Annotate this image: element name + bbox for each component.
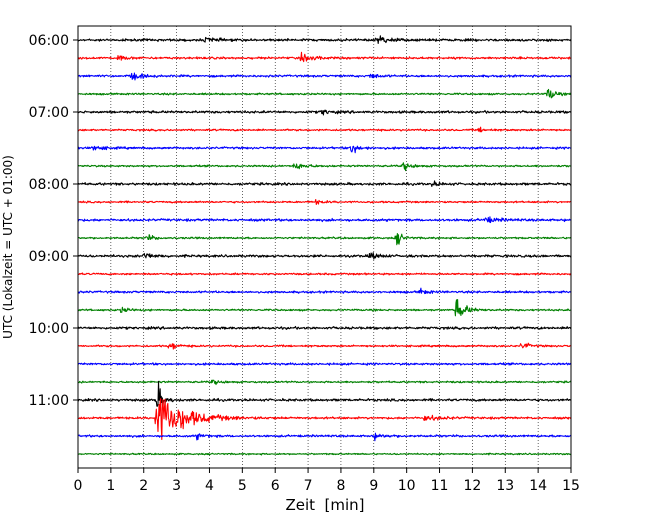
trace-0800 bbox=[77, 180, 572, 187]
y-tick-label-0: 06:00 bbox=[29, 33, 69, 49]
y-axis-label: UTC (Lokalzeit = UTC + 01:00) bbox=[1, 155, 15, 339]
trace-group bbox=[77, 35, 572, 456]
x-tick-label-13: 13 bbox=[496, 478, 514, 494]
trace-0715 bbox=[77, 126, 572, 133]
trace-0915 bbox=[77, 272, 572, 276]
x-tick-label-5: 5 bbox=[238, 478, 247, 494]
y-tick-label-5: 11:00 bbox=[29, 393, 69, 409]
x-tick-label-14: 14 bbox=[529, 478, 547, 494]
y-tick-label-4: 10:00 bbox=[29, 321, 69, 337]
trace-1000 bbox=[77, 325, 572, 331]
x-tick-label-10: 10 bbox=[398, 478, 416, 494]
plot-frame bbox=[77, 25, 572, 469]
trace-0700 bbox=[77, 109, 572, 116]
x-tick-label-4: 4 bbox=[205, 478, 214, 494]
x-axis-ticks: 0 1 2 3 4 5 6 7 8 9 10 11 12 13 14 15 bbox=[74, 468, 580, 494]
trace-1015 bbox=[77, 342, 572, 350]
x-tick-label-8: 8 bbox=[336, 478, 345, 494]
x-tick-label-1: 1 bbox=[106, 478, 115, 494]
x-tick-label-12: 12 bbox=[463, 478, 481, 494]
trace-0745 bbox=[77, 162, 572, 172]
trace-1045 bbox=[77, 379, 572, 386]
x-tick-label-7: 7 bbox=[304, 478, 313, 494]
trace-0645 bbox=[77, 88, 571, 99]
trace-0615 bbox=[77, 51, 572, 63]
y-tick-label-1: 07:00 bbox=[29, 105, 69, 121]
trace-1115 bbox=[77, 398, 572, 441]
x-tick-label-3: 3 bbox=[172, 478, 181, 494]
trace-1145 bbox=[77, 452, 572, 456]
y-tick-label-3: 09:00 bbox=[29, 249, 69, 265]
x-tick-label-9: 9 bbox=[369, 478, 378, 494]
trace-1130 bbox=[77, 432, 572, 442]
x-tick-label-15: 15 bbox=[562, 478, 580, 494]
x-tick-label-0: 0 bbox=[74, 478, 83, 494]
trace-0830 bbox=[77, 216, 572, 224]
x-tick-label-2: 2 bbox=[139, 478, 148, 494]
trace-1030 bbox=[77, 362, 572, 366]
trace-0930 bbox=[77, 287, 572, 295]
trace-0815 bbox=[77, 199, 572, 205]
trace-0845 bbox=[77, 233, 572, 246]
x-axis-label: Zeit [min] bbox=[285, 496, 364, 514]
trace-0600 bbox=[77, 35, 572, 44]
trace-0900 bbox=[77, 252, 572, 260]
trace-0730 bbox=[77, 145, 572, 154]
trace-1100 bbox=[77, 380, 572, 407]
x-tick-label-6: 6 bbox=[271, 478, 280, 494]
y-tick-label-2: 08:00 bbox=[29, 177, 69, 193]
trace-0630 bbox=[77, 72, 572, 81]
y-axis-ticks: 06:00 07:00 08:00 09:00 10:00 11:00 bbox=[29, 33, 78, 409]
x-tick-label-11: 11 bbox=[431, 478, 449, 494]
trace-0945 bbox=[77, 298, 572, 317]
